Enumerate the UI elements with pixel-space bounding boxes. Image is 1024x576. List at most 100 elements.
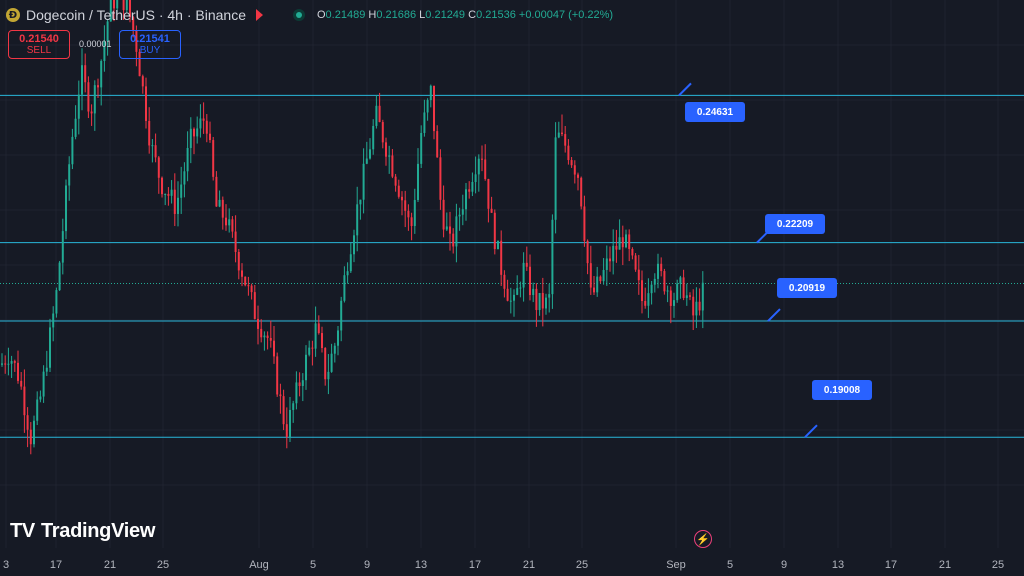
candle-body bbox=[481, 158, 483, 160]
candle-body bbox=[279, 394, 282, 397]
level-label-1[interactable]: 0.24631 bbox=[685, 102, 745, 122]
candle-body bbox=[71, 136, 74, 165]
candle-body bbox=[87, 82, 90, 112]
candle-body bbox=[97, 85, 99, 88]
candle-body bbox=[109, 0, 112, 22]
candle-body bbox=[218, 199, 221, 207]
candle-body bbox=[55, 290, 58, 314]
candle-body bbox=[666, 290, 669, 292]
candle-body bbox=[557, 132, 560, 138]
candle-body bbox=[125, 0, 128, 11]
tradingview-logo-icon: TV bbox=[10, 520, 35, 542]
candle-body bbox=[106, 21, 109, 42]
candle-body bbox=[353, 235, 355, 255]
x-tick-label: Aug bbox=[249, 559, 269, 571]
candle-body bbox=[202, 118, 205, 121]
level-label-2[interactable]: 0.22209 bbox=[765, 214, 825, 234]
candle-body bbox=[429, 85, 432, 101]
candle-body bbox=[420, 132, 423, 164]
candle-body bbox=[276, 356, 279, 395]
candle-body bbox=[583, 206, 586, 241]
change-readout: +0.00047 (+0.22%) bbox=[518, 9, 614, 21]
candle-body bbox=[509, 300, 512, 302]
candle-body bbox=[305, 354, 307, 381]
candle-body bbox=[404, 200, 407, 211]
candle-body bbox=[493, 212, 496, 250]
candle-body bbox=[333, 345, 336, 354]
market-status-icon[interactable] bbox=[292, 9, 305, 21]
candle-body bbox=[625, 234, 627, 248]
candle-body bbox=[180, 184, 183, 198]
candle-body bbox=[177, 197, 179, 214]
sell-button[interactable]: 0.21540 SELL bbox=[8, 30, 70, 59]
level-label-3[interactable]: 0.20919 bbox=[777, 278, 837, 298]
candle-body bbox=[215, 176, 218, 207]
candle-body bbox=[397, 185, 400, 197]
x-tick-label: 25 bbox=[576, 559, 588, 571]
candle-body bbox=[308, 347, 311, 355]
candle-body bbox=[7, 363, 10, 365]
x-tick-label: 25 bbox=[992, 559, 1004, 571]
candle-body bbox=[42, 371, 45, 397]
candle-body bbox=[529, 266, 531, 296]
candle-body bbox=[135, 30, 138, 52]
candle-body bbox=[116, 0, 119, 9]
candle-body bbox=[564, 134, 567, 146]
candle-body bbox=[317, 323, 320, 334]
candle-body bbox=[257, 318, 259, 329]
candle-body bbox=[381, 122, 384, 143]
symbol-title[interactable]: Dogecoin / TetherUS · 4h · Binance bbox=[26, 7, 246, 23]
candle-body bbox=[154, 145, 157, 158]
candle-body bbox=[593, 287, 595, 293]
candle-body bbox=[113, 0, 115, 9]
candle-body bbox=[676, 283, 679, 301]
candle-body bbox=[225, 217, 227, 226]
candle-body bbox=[484, 159, 487, 180]
candle-body bbox=[170, 189, 173, 196]
x-tick-label: 17 bbox=[50, 559, 62, 571]
candle-body bbox=[301, 380, 304, 386]
candle-body bbox=[346, 271, 349, 276]
dogecoin-logo-icon: Ð bbox=[6, 8, 20, 22]
candle-body bbox=[314, 323, 317, 349]
x-tick-label: 21 bbox=[523, 559, 535, 571]
chart-grid bbox=[0, 0, 1024, 548]
flag-icon[interactable] bbox=[255, 9, 263, 21]
candle-body bbox=[337, 330, 339, 346]
candle-body bbox=[634, 255, 637, 270]
buy-button[interactable]: 0.21541 BUY bbox=[119, 30, 181, 59]
candle-body bbox=[573, 165, 576, 175]
candle-body bbox=[324, 348, 327, 380]
candle-body bbox=[231, 219, 234, 232]
candle-body bbox=[221, 199, 224, 218]
candle-body bbox=[36, 399, 39, 421]
candle-body bbox=[525, 262, 528, 267]
candle-body bbox=[445, 226, 448, 230]
candle-body bbox=[471, 181, 474, 192]
candle-body bbox=[541, 293, 544, 309]
candle-body bbox=[372, 125, 375, 150]
candle-body bbox=[436, 131, 439, 158]
candle-body bbox=[378, 105, 381, 123]
candle-body bbox=[244, 276, 247, 286]
candle-body bbox=[449, 226, 451, 234]
candle-body bbox=[65, 185, 67, 232]
candle-body bbox=[359, 199, 362, 205]
candle-body bbox=[586, 240, 589, 264]
candle-body bbox=[506, 288, 509, 301]
candle-body bbox=[698, 301, 701, 311]
candle-body bbox=[13, 361, 16, 363]
level-label-4[interactable]: 0.19008 bbox=[812, 380, 872, 400]
candle-body bbox=[122, 0, 125, 11]
candle-body bbox=[186, 147, 189, 172]
ohlc-readout: O0.21489 H0.21686 L0.21249 C0.21536 +0.0… bbox=[316, 9, 614, 21]
candle-body bbox=[596, 276, 599, 293]
candle-body bbox=[503, 274, 506, 289]
candle-body bbox=[205, 120, 208, 134]
candle-body bbox=[605, 258, 608, 270]
candle-body bbox=[212, 140, 215, 177]
lightning-icon[interactable]: ⚡ bbox=[694, 530, 712, 548]
candle-body bbox=[673, 300, 675, 306]
tradingview-logo[interactable]: TV TradingView bbox=[10, 520, 155, 543]
